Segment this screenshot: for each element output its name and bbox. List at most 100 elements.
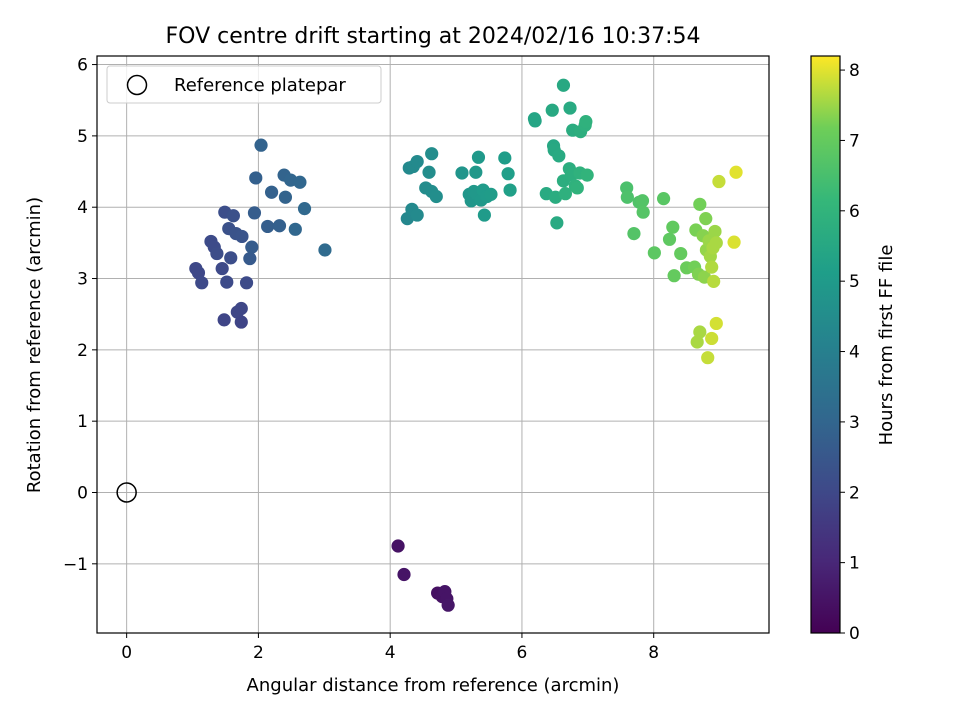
data-point xyxy=(220,275,234,289)
data-point xyxy=(580,168,594,182)
colorbar-tick-label: 3 xyxy=(849,413,860,433)
data-point xyxy=(558,187,573,201)
colorbar-tick-label: 4 xyxy=(849,343,860,363)
data-point xyxy=(627,226,641,241)
y-tick-label: 2 xyxy=(77,341,88,361)
y-tick-label: 3 xyxy=(77,270,88,290)
x-tick-label: 0 xyxy=(121,643,132,663)
data-point xyxy=(226,209,240,223)
data-point xyxy=(217,313,231,327)
data-point xyxy=(293,175,307,189)
colorbar-tick-label: 1 xyxy=(849,554,860,574)
colorbar-gradient xyxy=(810,55,841,634)
data-point xyxy=(709,236,723,250)
data-point xyxy=(191,266,206,280)
data-point xyxy=(579,115,593,129)
x-axis: 0 2 4 6 8 xyxy=(121,633,659,663)
data-point xyxy=(272,219,287,233)
data-point xyxy=(455,166,469,180)
data-point xyxy=(503,183,517,197)
data-point xyxy=(501,167,515,181)
data-point xyxy=(712,174,726,189)
data-point xyxy=(249,171,263,185)
data-point xyxy=(234,315,248,329)
colorbar-tick-label: 7 xyxy=(849,131,860,151)
chart-title: FOV centre drift starting at 2024/02/16 … xyxy=(166,24,701,49)
y-axis: −1 0 1 2 3 4 5 6 xyxy=(63,56,97,575)
x-tick-label: 4 xyxy=(385,643,396,663)
data-point xyxy=(397,567,411,582)
data-point xyxy=(210,246,224,261)
data-point xyxy=(620,190,634,204)
data-point xyxy=(662,232,677,246)
data-point xyxy=(261,219,275,234)
data-point xyxy=(709,316,723,331)
data-point xyxy=(484,187,498,201)
data-point xyxy=(235,229,249,244)
data-point xyxy=(699,212,713,226)
data-point xyxy=(545,103,559,117)
colorbar-tick-label: 8 xyxy=(849,61,860,81)
data-point xyxy=(705,331,719,346)
data-point xyxy=(429,189,443,204)
y-tick-label: 0 xyxy=(77,483,88,503)
data-point xyxy=(215,261,229,276)
data-point xyxy=(247,206,262,220)
data-point xyxy=(707,274,721,288)
legend-box xyxy=(106,65,382,104)
data-point xyxy=(674,246,688,261)
data-point xyxy=(195,276,209,290)
data-point xyxy=(647,246,661,260)
grid-lines xyxy=(97,56,769,633)
data-point xyxy=(701,351,715,365)
data-point xyxy=(243,251,257,266)
colorbar-tick-label: 5 xyxy=(849,272,860,292)
data-point xyxy=(278,190,293,204)
data-point xyxy=(708,224,722,239)
colorbar-tick-label: 6 xyxy=(849,202,860,222)
data-point xyxy=(245,240,259,254)
data-point xyxy=(471,150,486,164)
data-point xyxy=(666,220,680,234)
data-points xyxy=(116,78,743,612)
y-tick-label: 6 xyxy=(77,56,88,76)
data-point xyxy=(288,222,302,236)
data-point xyxy=(729,165,743,179)
data-point xyxy=(498,151,512,165)
data-point xyxy=(297,202,312,216)
y-axis-label: Rotation from reference (arcmin) xyxy=(24,197,45,493)
colorbar-tick-label: 0 xyxy=(849,624,860,644)
data-point xyxy=(391,539,405,553)
data-point xyxy=(224,251,238,265)
data-point xyxy=(410,154,424,169)
data-point xyxy=(318,243,332,257)
data-point xyxy=(528,114,542,128)
data-point xyxy=(469,165,483,179)
data-point xyxy=(550,216,564,230)
data-point xyxy=(254,138,268,152)
data-point xyxy=(727,235,741,249)
data-point xyxy=(563,101,577,115)
plot-area-frame xyxy=(96,55,770,634)
legend: Reference platepar xyxy=(106,65,382,104)
x-tick-label: 2 xyxy=(253,643,264,663)
data-point xyxy=(441,598,455,612)
colorbar-ticks: 0 1 2 3 4 5 6 7 8 xyxy=(840,61,860,644)
data-point xyxy=(410,208,424,222)
y-tick-label: 1 xyxy=(77,412,88,432)
data-point xyxy=(234,301,248,316)
data-point xyxy=(656,192,671,206)
data-point xyxy=(239,276,254,290)
colorbar-label: Hours from first FF file xyxy=(876,245,897,446)
data-point xyxy=(556,78,571,92)
legend-reference-marker xyxy=(126,74,148,96)
data-point xyxy=(552,149,566,163)
data-point xyxy=(635,194,650,208)
data-point xyxy=(705,260,719,274)
data-point xyxy=(636,205,650,219)
data-point xyxy=(667,269,681,283)
data-point xyxy=(264,185,279,199)
y-tick-label: 5 xyxy=(77,127,88,147)
data-point xyxy=(422,165,436,179)
